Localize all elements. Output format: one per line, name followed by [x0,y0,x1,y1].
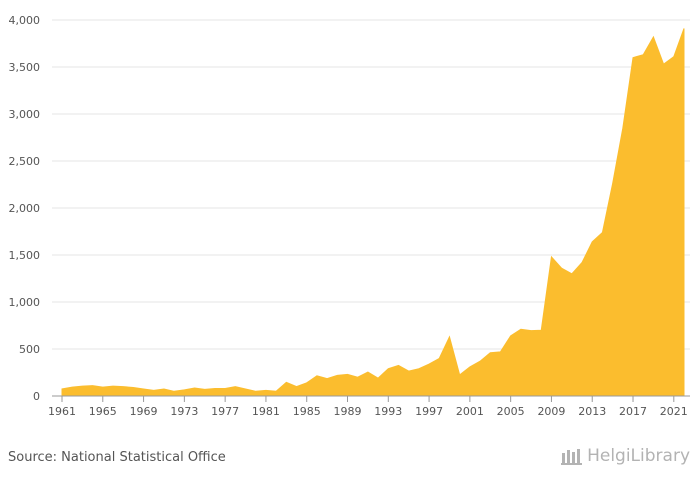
x-tick-label: 2005 [497,405,525,418]
x-tick-label: 1961 [48,405,76,418]
source-note: Source: National Statistical Office [8,450,226,465]
x-tick-label: 1997 [415,405,443,418]
x-tick-label: 1985 [293,405,321,418]
x-tick-label: 1973 [170,405,198,418]
x-tick-label: 1989 [334,405,362,418]
x-tick-label: 2009 [537,405,565,418]
y-tick-label: 1,500 [9,249,41,262]
x-tick-label: 1981 [252,405,280,418]
helgi-library-logo: HelgiLibrary [561,446,690,466]
y-axis-ticks: 0 500 1,000 1,500 2,000 2,500 3,000 3,500 4,000 [9,14,41,403]
y-tick-label: 3,500 [9,61,41,74]
x-tick-label: 1993 [374,405,402,418]
x-tick-label: 2013 [578,405,606,418]
gridlines [52,19,690,350]
x-tick-label: 2021 [660,405,688,418]
library-building-icon [561,449,583,465]
area-chart: 05001,0001,5002,0002,5003,0003,5004,000 … [9,14,690,418]
x-tick-label: 2017 [619,405,647,418]
y-tick-label: 1,000 [9,296,41,309]
y-tick-label: 0 [33,390,40,403]
x-tick-label: 2001 [456,405,484,418]
x-tick-label: 1965 [89,405,117,418]
series-area [61,28,685,397]
x-tick-label: 1969 [130,405,158,418]
logo-text: HelgiLibrary [587,446,690,466]
y-tick-label: 500 [19,343,40,356]
x-axis-ticks: 1961 1965 1969 1973 1977 1981 1985 1989 1993 1997… [48,396,688,418]
y-tick-label: 2,500 [9,155,41,168]
y-tick-label: 2,000 [9,202,41,215]
x-tick-label: 1977 [211,405,239,418]
y-tick-label: 4,000 [9,14,41,27]
area-series [61,28,685,397]
y-tick-label: 3,000 [9,108,41,121]
